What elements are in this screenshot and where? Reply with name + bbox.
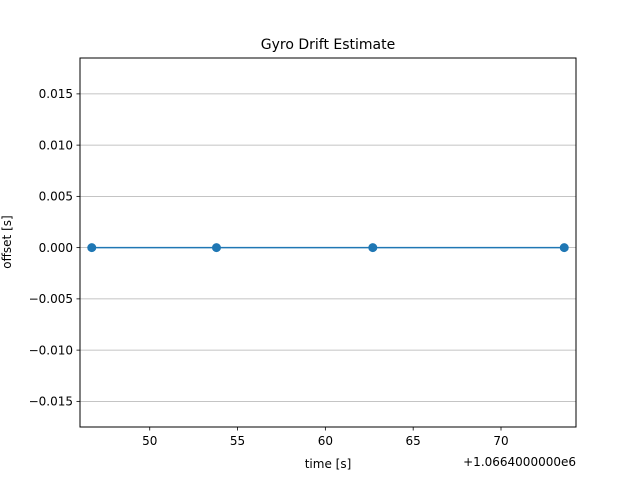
x-tick-label: 70 bbox=[493, 434, 508, 448]
data-point bbox=[368, 243, 378, 253]
plot-frame bbox=[79, 57, 577, 428]
x-tick-label: 50 bbox=[142, 434, 157, 448]
x-tick-label: 55 bbox=[230, 434, 245, 448]
data-point bbox=[87, 243, 97, 253]
series-layer bbox=[87, 243, 569, 253]
data-point bbox=[211, 243, 221, 253]
y-tick-label: 0.010 bbox=[39, 138, 73, 152]
x-offset-label: +1.0664000000e6 bbox=[463, 455, 576, 469]
y-tick-label: −0.005 bbox=[29, 292, 73, 306]
y-axis-label: offset [s] bbox=[0, 215, 14, 268]
y-tick-label: 0.015 bbox=[39, 87, 73, 101]
chart-title: Gyro Drift Estimate bbox=[261, 37, 395, 53]
data-point bbox=[559, 243, 569, 253]
y-tick-label: 0.000 bbox=[39, 241, 73, 255]
y-tick-label: 0.005 bbox=[39, 190, 73, 204]
ticks-layer: −0.015 −0.010 −0.005 0.000 0.005 0.010 0.015 50… bbox=[29, 87, 509, 448]
y-tick-label: −0.015 bbox=[29, 395, 73, 409]
x-tick-label: 60 bbox=[318, 434, 333, 448]
y-tick-label: −0.010 bbox=[29, 343, 73, 357]
x-axis-label: time [s] bbox=[305, 457, 352, 471]
x-tick-label: 65 bbox=[406, 434, 421, 448]
